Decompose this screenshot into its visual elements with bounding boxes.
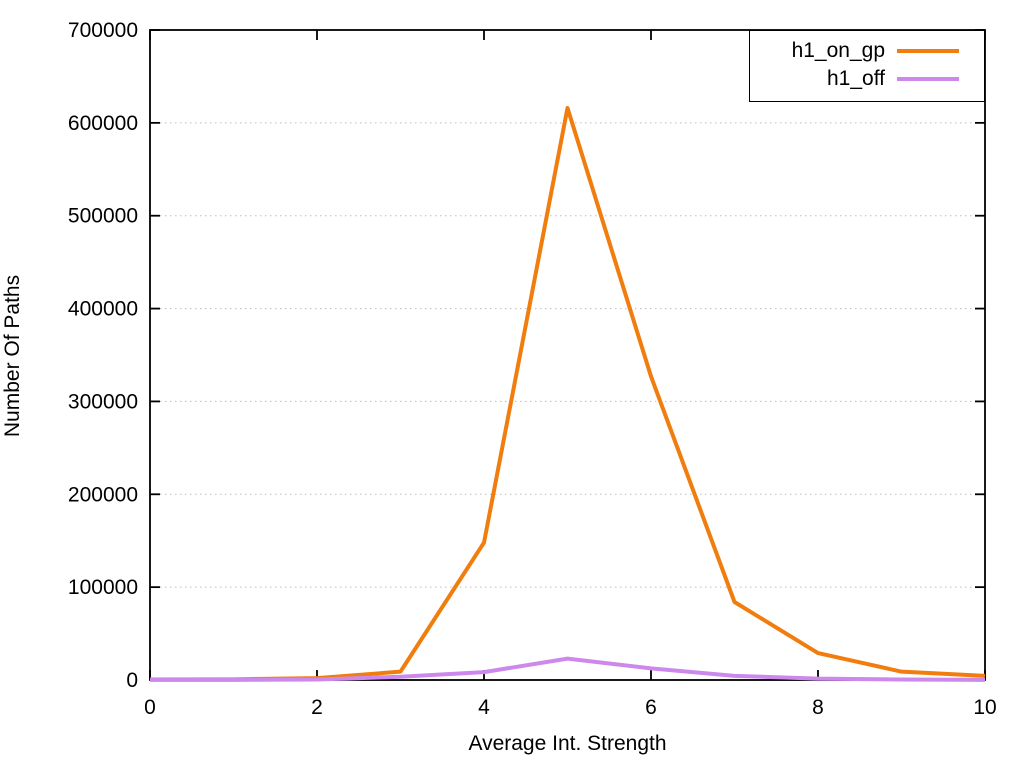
x-tick-label: 10 xyxy=(973,696,996,719)
legend-line-sample-h1-on-gp xyxy=(897,49,959,53)
y-tick-label: 100000 xyxy=(68,576,138,599)
x-tick-label: 6 xyxy=(645,696,657,719)
series-line-h1_off xyxy=(150,656,986,682)
y-tick-label: 400000 xyxy=(68,298,138,321)
x-tick-label: 4 xyxy=(478,696,490,719)
y-tick-label: 700000 xyxy=(68,19,138,42)
y-tick-label: 300000 xyxy=(68,390,138,413)
y-axis-label: Number Of Paths xyxy=(1,274,24,438)
legend-line-sample-h1-off xyxy=(897,77,959,81)
x-axis-label: Average Int. Strength xyxy=(468,732,667,755)
x-tick-label: 0 xyxy=(144,696,156,719)
y-tick-label: 500000 xyxy=(68,205,138,228)
y-tick-label: 600000 xyxy=(68,112,138,135)
legend-label-h1-on-gp: h1_on_gp xyxy=(791,39,885,62)
legend-item: h1_off xyxy=(750,65,984,93)
series-line-h1_on_gp xyxy=(149,106,986,682)
legend-label-h1-off: h1_off xyxy=(826,67,885,90)
x-tick-label: 2 xyxy=(311,696,323,719)
y-tick-label: 0 xyxy=(126,669,138,692)
legend: h1_on_gp h1_off xyxy=(749,30,985,102)
legend-item: h1_on_gp xyxy=(750,37,984,65)
y-tick-label: 200000 xyxy=(68,483,138,506)
x-tick-label: 8 xyxy=(812,696,824,719)
plot-border xyxy=(149,29,986,681)
